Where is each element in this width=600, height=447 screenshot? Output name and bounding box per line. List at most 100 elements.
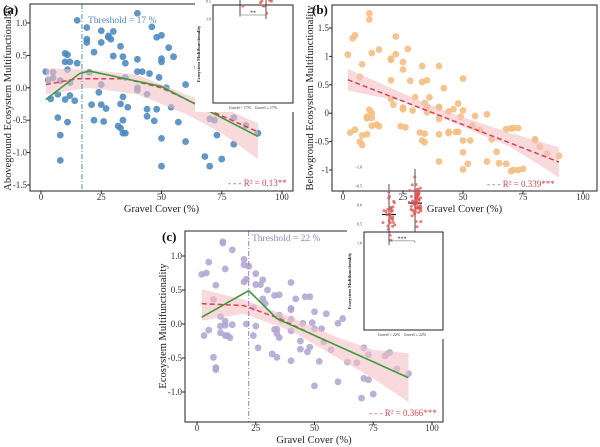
data-point [107,35,115,43]
data-point [143,105,151,113]
confidence-band [347,68,559,178]
jitter-point [386,207,390,211]
jitter-point [241,4,245,8]
y-tick-label: 1.5 [318,23,330,33]
x-tick-label: 25 [399,192,409,202]
inset-frame [363,231,444,331]
jitter-point [385,213,389,217]
data-point [146,70,153,77]
confidence-band [201,289,409,403]
x-tick-label: 0 [341,192,346,202]
y-tick-label: 1.0 [16,18,28,28]
data-point [358,60,366,68]
panel-label: (b) [312,2,328,17]
jitter-point [409,204,413,208]
y-tick-label: 0 [325,108,330,118]
data-point [119,116,127,124]
data-point [275,291,283,299]
data-point [71,97,79,105]
data-point [252,281,260,288]
data-point [153,105,161,113]
data-point [365,376,372,384]
data-point [440,84,448,92]
data-point [390,101,397,109]
data-point [297,337,304,345]
jitter-point [414,198,418,202]
data-point [150,117,158,125]
jitter-point [419,209,423,213]
data-point [254,344,262,352]
r-squared-label: - - - R² = 0.366*** [369,408,437,418]
data-point [205,258,213,266]
jitter-point [389,238,393,242]
data-point [311,308,318,316]
data-point [459,75,467,82]
data-point [61,58,69,66]
r-squared-label: - - - R² = 0.13** [228,178,287,188]
data-point [418,62,426,70]
segmented-fit-line [201,289,409,379]
data-point [459,137,467,144]
inset-y-axis-title: Ecosystem Multifunctionality [347,252,352,309]
data-point [221,321,229,329]
data-point [97,101,105,109]
data-point [287,279,295,286]
jitter-point [415,195,419,199]
data-point [134,68,141,75]
threshold-label: Threshold = 17 % [88,16,157,26]
jitter-point [408,189,412,193]
data-point [369,390,377,398]
inset-group-label: Gravel ≥ 22% [404,332,427,337]
jitter-point [258,1,262,5]
data-point [119,93,127,101]
jitter-point [417,206,421,210]
jitter-point [267,0,271,2]
x-tick-label: 75 [369,423,379,433]
data-point [358,141,366,149]
data-point [287,306,295,314]
data-point [334,319,342,327]
data-point [392,50,400,58]
y-tick-label: 0.0 [16,83,28,93]
data-point [250,332,257,339]
jitter-point [417,190,421,194]
data-point [259,276,267,284]
significance-bracket [388,240,416,243]
jitter-point [419,220,423,224]
data-point [339,315,347,322]
jitter-point [416,187,420,191]
data-point [459,166,467,173]
data-point [306,343,314,351]
data-point [90,48,98,56]
panel-label: (a) [3,2,18,17]
data-point [351,126,359,134]
y-axis-title: Belowground Ecosystem Multifunctionality [305,5,316,191]
data-point [134,55,141,63]
y-tick-label: -1.0 [168,387,183,397]
data-point [483,158,491,165]
jitter-point [388,194,392,198]
jitter-point [418,204,422,208]
x-tick-label: 25 [97,192,107,202]
x-axis-title: Gravel Cover (%) [427,204,503,215]
jitter-point [414,183,418,187]
x-tick-label: 0 [195,423,200,433]
inset-group-label: Gravel ≥ 17% [255,105,278,110]
data-point [121,59,129,67]
jitter-point [415,193,419,197]
x-tick-label: 25 [251,423,261,433]
data-point [392,33,400,40]
data-point [275,334,283,341]
data-point [368,114,376,122]
data-point [402,124,409,131]
data-point [471,112,479,120]
jitter-point [412,210,416,214]
data-point [406,77,414,85]
plot-area [198,231,412,422]
threshold-label: Threshold = 22 % [252,234,321,244]
jitter-point [384,210,388,214]
data-point [174,118,182,126]
x-axis-title: Gravel Cover (%) [276,435,352,446]
data-point [368,49,376,57]
jitter-point [413,189,417,193]
